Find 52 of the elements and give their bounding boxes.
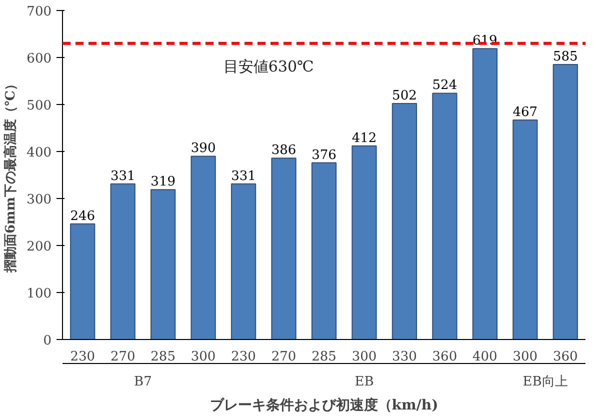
y-axis-title: 摺動面6mm下の最高温度（℃） (2, 77, 19, 274)
data-label: 319 (150, 174, 176, 190)
y-tick-label: 100 (26, 286, 52, 302)
text: EB (354, 374, 374, 390)
y-tick-label: 700 (26, 4, 52, 20)
x-axis-title: ブレーキ条件および初速度（km/h) (210, 396, 438, 414)
data-label: 524 (432, 78, 458, 94)
bar (311, 162, 337, 340)
x-tick-label: 285 (312, 350, 336, 364)
x-tick-label: 360 (432, 350, 458, 364)
y-tick-label: 400 (26, 146, 52, 160)
x-tick-label: 400 (472, 350, 498, 364)
x-tick-label: 270 (110, 350, 136, 364)
y-tick-label: 0 (43, 334, 52, 348)
data-label: 386 (271, 143, 296, 158)
data-label: 412 (352, 130, 377, 146)
bar (230, 183, 256, 340)
data-label: 467 (512, 105, 538, 120)
data-label: 331 (231, 168, 256, 184)
x-tick-label: 330 (392, 350, 417, 364)
x-tick-label: 230 (70, 350, 96, 364)
y-tick-label: 300 (26, 192, 52, 208)
bar (70, 223, 96, 340)
text: B7 (134, 374, 152, 390)
data-label: 585 (552, 50, 578, 65)
text: EB向上 (522, 374, 568, 390)
x-tick-label: 270 (271, 350, 296, 364)
data-label: 331 (110, 168, 136, 184)
x-tick-label: 285 (150, 350, 176, 364)
bar (352, 145, 377, 340)
ref-line-label: 目安値630℃ (223, 57, 314, 76)
x-tick-label: 300 (352, 350, 377, 364)
bar (190, 156, 216, 340)
y-tick-label: 600 (26, 52, 52, 66)
x-tick-label: 300 (190, 350, 216, 364)
bar (552, 64, 578, 340)
x-tick-label: 360 (552, 350, 578, 364)
data-label: 246 (70, 208, 96, 224)
bar (512, 120, 538, 340)
bar (271, 158, 296, 340)
x-tick-label: 300 (512, 350, 538, 364)
bar (392, 103, 418, 340)
bar (150, 189, 176, 340)
bar (432, 92, 458, 340)
x-tick-label: 230 (231, 350, 256, 364)
y-tick-label: 200 (26, 240, 52, 254)
bar (472, 48, 498, 340)
data-label: 390 (190, 141, 216, 156)
data-label: 502 (392, 88, 417, 104)
bar (110, 183, 136, 340)
y-tick-label: 500 (26, 98, 52, 114)
data-label: 376 (312, 148, 336, 163)
